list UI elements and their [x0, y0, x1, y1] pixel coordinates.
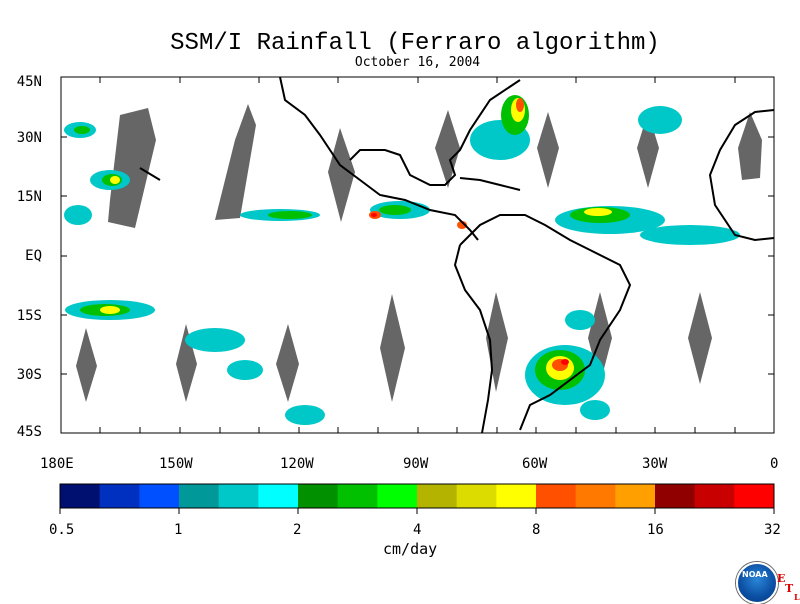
colorbar-tick-label: 16 [647, 522, 664, 538]
swath-gap [76, 328, 97, 402]
chart-title: SSM/I Rainfall (Ferraro algorithm) [170, 30, 660, 57]
swath-gap [537, 112, 559, 188]
lat-label-45s: 45S [16, 424, 42, 440]
colorbar-swatch [258, 484, 299, 508]
lat-label-45n: 45N [16, 74, 42, 90]
swath-gap [738, 112, 762, 180]
lon-label-30w: 30W [642, 456, 668, 472]
colorbar-swatch [377, 484, 418, 508]
coastlines [139, 76, 775, 434]
colorbar-swatch [655, 484, 696, 508]
colorbar-tick-label: 0.5 [49, 522, 75, 538]
swath-gap [380, 294, 405, 402]
lat-label-30s: 30S [16, 367, 42, 383]
colorbar-units: cm/day [383, 540, 438, 558]
colorbar-tick-label: 32 [764, 522, 781, 538]
swath-gap [215, 104, 256, 220]
colorbar-swatch [218, 484, 259, 508]
colorbar-tick-label: 1 [174, 522, 183, 538]
swath-gap [276, 324, 299, 402]
chart-subtitle: October 16, 2004 [354, 55, 481, 70]
colorbar-swatch [536, 484, 577, 508]
axis-ticks [61, 77, 774, 433]
colorbar-swatch [417, 484, 458, 508]
colorbar-swatch [60, 484, 101, 508]
colorbar-swatch [179, 484, 220, 508]
colorbar-swatch [298, 484, 339, 508]
lon-label-150w: 150W [159, 456, 193, 472]
rain-patch-extreme [371, 213, 569, 365]
colorbar-tick-label: 4 [413, 522, 422, 538]
lat-label-15n: 15N [16, 189, 42, 205]
colorbar-swatch [496, 484, 537, 508]
noaa-logo-text: NOAA [742, 570, 768, 579]
lon-label-60w: 60W [522, 456, 548, 472]
colorbar [59, 483, 775, 514]
colorbar-swatch [337, 484, 378, 508]
colorbar-swatch [139, 484, 180, 508]
colorbar-swatch [615, 484, 656, 508]
rain-patch-light [64, 106, 740, 425]
rainfall-patches [64, 95, 740, 425]
colorbar-swatch [575, 484, 616, 508]
etl-letter-e: E [777, 572, 786, 585]
etl-letter-t: T [785, 582, 794, 595]
lon-label-180e: 180E [40, 456, 74, 472]
etl-letter-l: L [794, 592, 800, 602]
colorbar-swatch [694, 484, 735, 508]
lon-label-120w: 120W [280, 456, 314, 472]
lon-label-0: 0 [770, 456, 779, 472]
swath-gap [328, 128, 355, 222]
lat-label-30n: 30N [16, 130, 42, 146]
lat-label-15s: 15S [16, 308, 42, 324]
swath-gap [176, 324, 197, 402]
colorbar-tick-label: 2 [293, 522, 302, 538]
colorbar-swatch [99, 484, 140, 508]
lat-label-eq: EQ [25, 248, 42, 264]
swath-gap [688, 292, 712, 384]
colorbar-swatch [734, 484, 775, 508]
lon-label-90w: 90W [403, 456, 429, 472]
colorbar-swatch [456, 484, 497, 508]
noaa-logo-icon [736, 562, 778, 604]
swath-gap [108, 108, 156, 228]
colorbar-tick-label: 8 [532, 522, 541, 538]
